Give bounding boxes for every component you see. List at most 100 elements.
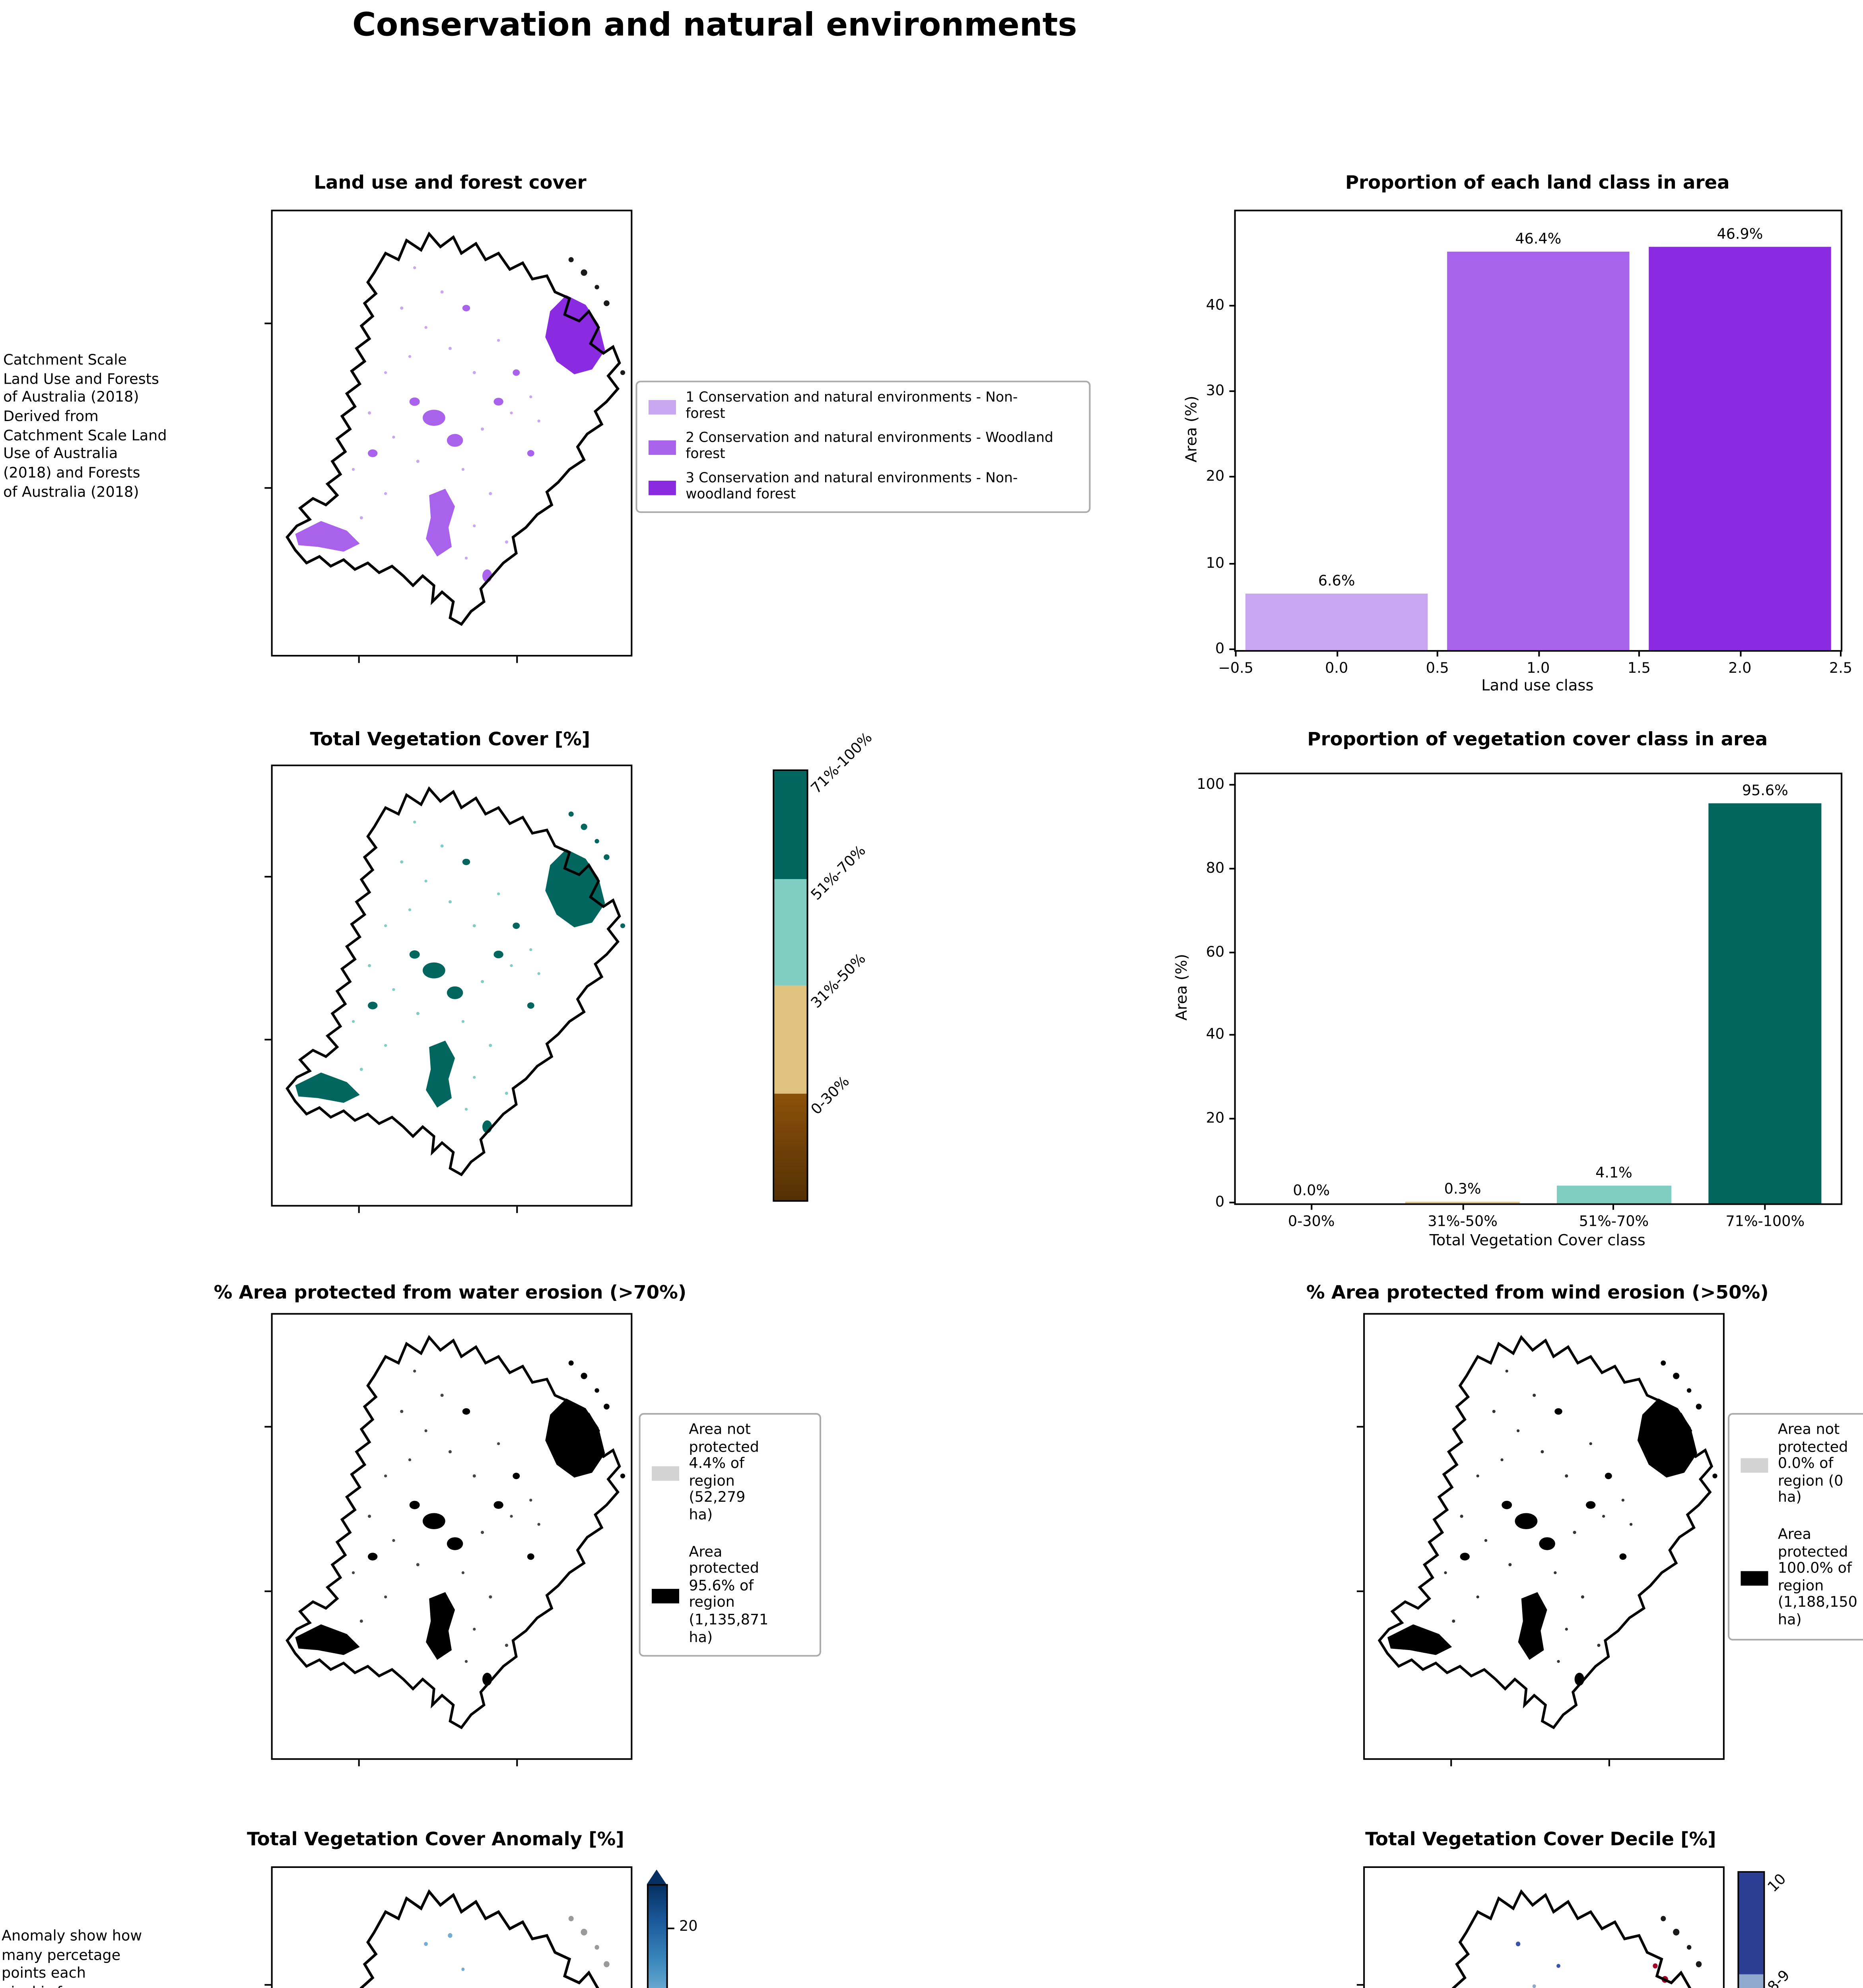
bar-2 [1649, 247, 1831, 650]
decorative [287, 1891, 620, 1988]
legend-swatch [648, 480, 676, 495]
decorative [1356, 1425, 1364, 1427]
legend-entry-label: Area not protected 4.4% of region (52,27… [689, 1423, 759, 1525]
decorative [1515, 1941, 1560, 1968]
x-tick-label: 51%-70% [1579, 1214, 1649, 1231]
anomaly-colorbar: 20 10 0 −10 −20 [647, 1870, 697, 1988]
colorbar-segment-51-70 [774, 878, 807, 986]
y-tick [1229, 1118, 1236, 1120]
legend-entry-label: 2 Conservation and natural environments … [686, 431, 1053, 463]
bar-value-label: 4.1% [1595, 1167, 1632, 1183]
legend-entry-nonforest: 1 Conservation and natural environments … [648, 390, 1078, 423]
anomaly-map [264, 1866, 633, 1988]
legend-entry-protected: Area protected 95.6% of region (1,135,87… [652, 1545, 808, 1647]
colorbar-segment-10 [1739, 1873, 1764, 1974]
y-tick [1229, 304, 1236, 306]
land-use-map [264, 210, 633, 663]
decorative [1379, 1337, 1712, 1728]
legend-entry-label: 3 Conservation and natural environments … [686, 471, 1018, 504]
x-tick-label: 71%-100% [1725, 1214, 1805, 1231]
x-tick [1436, 650, 1438, 657]
y-tick [1229, 867, 1236, 869]
land-class-chart: 0 10 20 30 40 −0.5 0.0 0.5 1.0 1.5 2.0 2.5 6.6% 46.4%… [1206, 210, 1852, 678]
wind-erosion-map-svg [1365, 1314, 1717, 1758]
legend-entry-label: 1 Conservation and natural environments … [686, 390, 1018, 423]
bar-0 [1246, 593, 1428, 650]
y-tick-label: 40 [1206, 298, 1225, 314]
bar-value-label: 0.3% [1444, 1182, 1481, 1199]
decorative [264, 1038, 271, 1040]
x-tick-label: 2.5 [1829, 661, 1853, 678]
bar-value-label: 46.9% [1717, 227, 1763, 244]
colorbar-segment-71-100 [774, 771, 807, 879]
decorative [1356, 1590, 1364, 1592]
y-tick [1229, 648, 1236, 650]
decorative [358, 1760, 360, 1767]
decorative [1532, 1984, 1536, 1988]
y-tick-label: 60 [1206, 944, 1225, 961]
y-tick [1229, 951, 1236, 953]
legend-entry-not-protected: Area not protected 0.0% of region (0 ha) [1741, 1423, 1863, 1508]
decorative [264, 1590, 271, 1592]
veg-cover-colorbar: 71%-100% 51%-70% 31%-50% 0-30% [773, 730, 876, 1202]
decorative [1661, 1916, 1717, 1988]
land-use-map-svg [273, 211, 626, 655]
legend-entry-label: Area protected 100.0% of region (1,188,1… [1778, 1528, 1857, 1629]
legend-entry-label: Area not protected 0.0% of region (0 ha) [1778, 1423, 1848, 1508]
y-tick-label: 40 [1206, 1028, 1225, 1044]
wind-erosion-map [1356, 1313, 1725, 1767]
bar-2 [1557, 1186, 1671, 1204]
y-tick-label: 20 [1206, 1112, 1225, 1128]
colorbar-arrow-up [647, 1870, 666, 1884]
y-tick [1229, 784, 1236, 786]
veg-cover-map-title: Total Vegetation Cover [%] [310, 727, 591, 750]
decile-map [1356, 1866, 1725, 1988]
legend-entry-protected: Area protected 100.0% of region (1,188,1… [1741, 1528, 1863, 1630]
decorative [461, 1967, 465, 1971]
decile-colorbar: 10 8-9 4-7 2-3 1 [1737, 1871, 1794, 1988]
y-tick-label: 0 [1215, 642, 1225, 658]
legend-swatch [652, 1467, 679, 1481]
colorbar-label: 10 [1766, 1872, 1790, 1897]
decorative [264, 1425, 271, 1427]
x-tick [1764, 1203, 1766, 1210]
legend-entry-not-protected: Area not protected 4.4% of region (52,27… [652, 1423, 808, 1525]
y-tick [1229, 1202, 1236, 1204]
decorative [516, 656, 518, 663]
y-tick-label: 80 [1206, 861, 1225, 878]
y-tick [1229, 1035, 1236, 1037]
decorative [264, 876, 271, 878]
anomaly-explainer: Anomaly show how many percetage points e… [2, 1929, 142, 1988]
decorative [1515, 1941, 1521, 1947]
decorative [287, 234, 620, 624]
decorative [1653, 1963, 1658, 1969]
bar-value-label: 46.4% [1515, 231, 1562, 248]
decorative [358, 656, 360, 663]
wind-erosion-legend: Area not protected 0.0% of region (0 ha)… [1728, 1413, 1863, 1640]
decorative [568, 1916, 626, 1988]
y-tick-label: 20 [1206, 470, 1225, 486]
water-erosion-map-title: % Area protected from water erosion (>70… [214, 1281, 687, 1304]
x-tick-label: −0.5 [1218, 661, 1254, 678]
decorative [516, 1206, 518, 1213]
y-tick-label: 100 [1197, 777, 1225, 794]
colorbar-label: 51%-70% [809, 843, 870, 905]
legend-swatch [648, 439, 676, 454]
x-tick [1739, 650, 1741, 657]
water-erosion-map-svg [273, 1314, 626, 1758]
decile-map-title: Total Vegetation Cover Decile [%] [1365, 1827, 1716, 1850]
decorative [1556, 1964, 1560, 1968]
bar-1 [1447, 251, 1629, 650]
bar-1 [1406, 1202, 1519, 1204]
colorbar-label: 71%-100% [809, 730, 876, 798]
decorative [516, 1760, 518, 1767]
decorative [264, 322, 271, 324]
anomaly-map-svg [273, 1868, 626, 1988]
veg-cover-map-svg [273, 766, 626, 1205]
x-tick-label: 2.0 [1728, 661, 1752, 678]
decorative [264, 1984, 271, 1986]
y-tick [1229, 562, 1236, 564]
decorative [1451, 1760, 1453, 1767]
y-tick-label: 10 [1206, 556, 1225, 572]
